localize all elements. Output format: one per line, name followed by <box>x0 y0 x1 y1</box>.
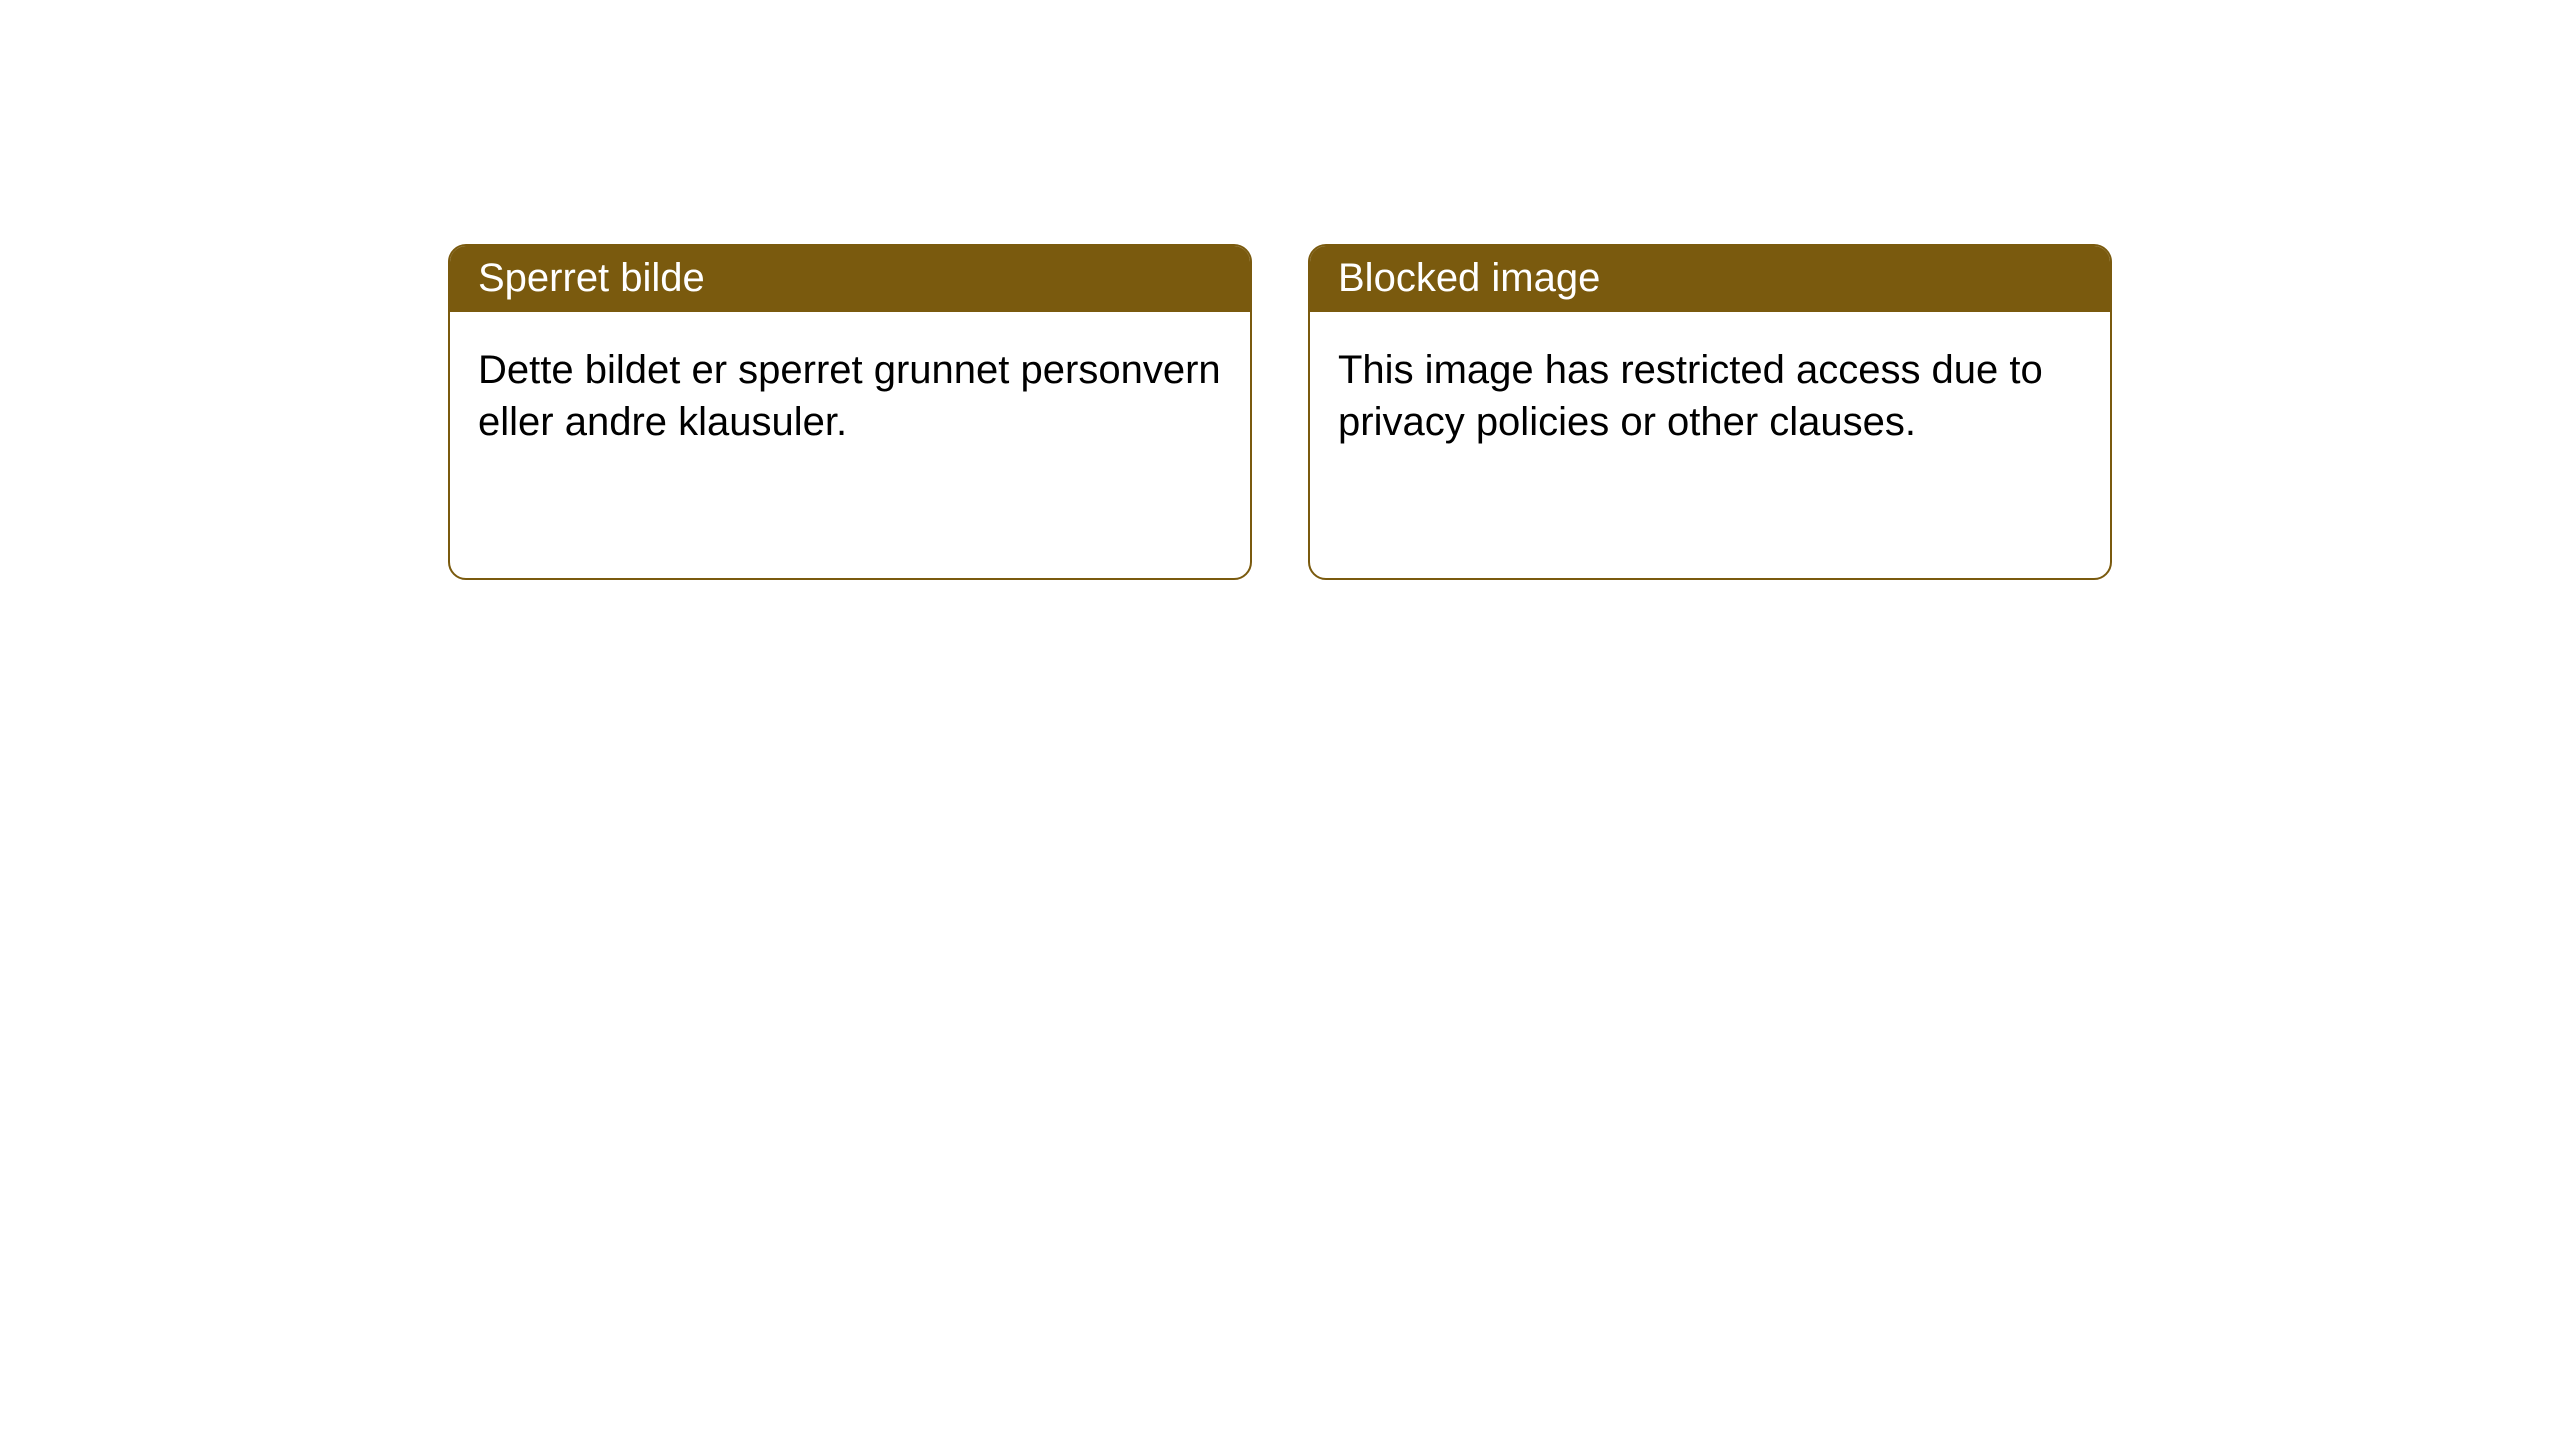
notice-card-english: Blocked image This image has restricted … <box>1308 244 2112 580</box>
notice-header: Sperret bilde <box>450 246 1250 312</box>
notice-card-norwegian: Sperret bilde Dette bildet er sperret gr… <box>448 244 1252 580</box>
notice-container: Sperret bilde Dette bildet er sperret gr… <box>0 0 2560 580</box>
notice-header: Blocked image <box>1310 246 2110 312</box>
notice-body: Dette bildet er sperret grunnet personve… <box>450 312 1250 480</box>
notice-body: This image has restricted access due to … <box>1310 312 2110 480</box>
